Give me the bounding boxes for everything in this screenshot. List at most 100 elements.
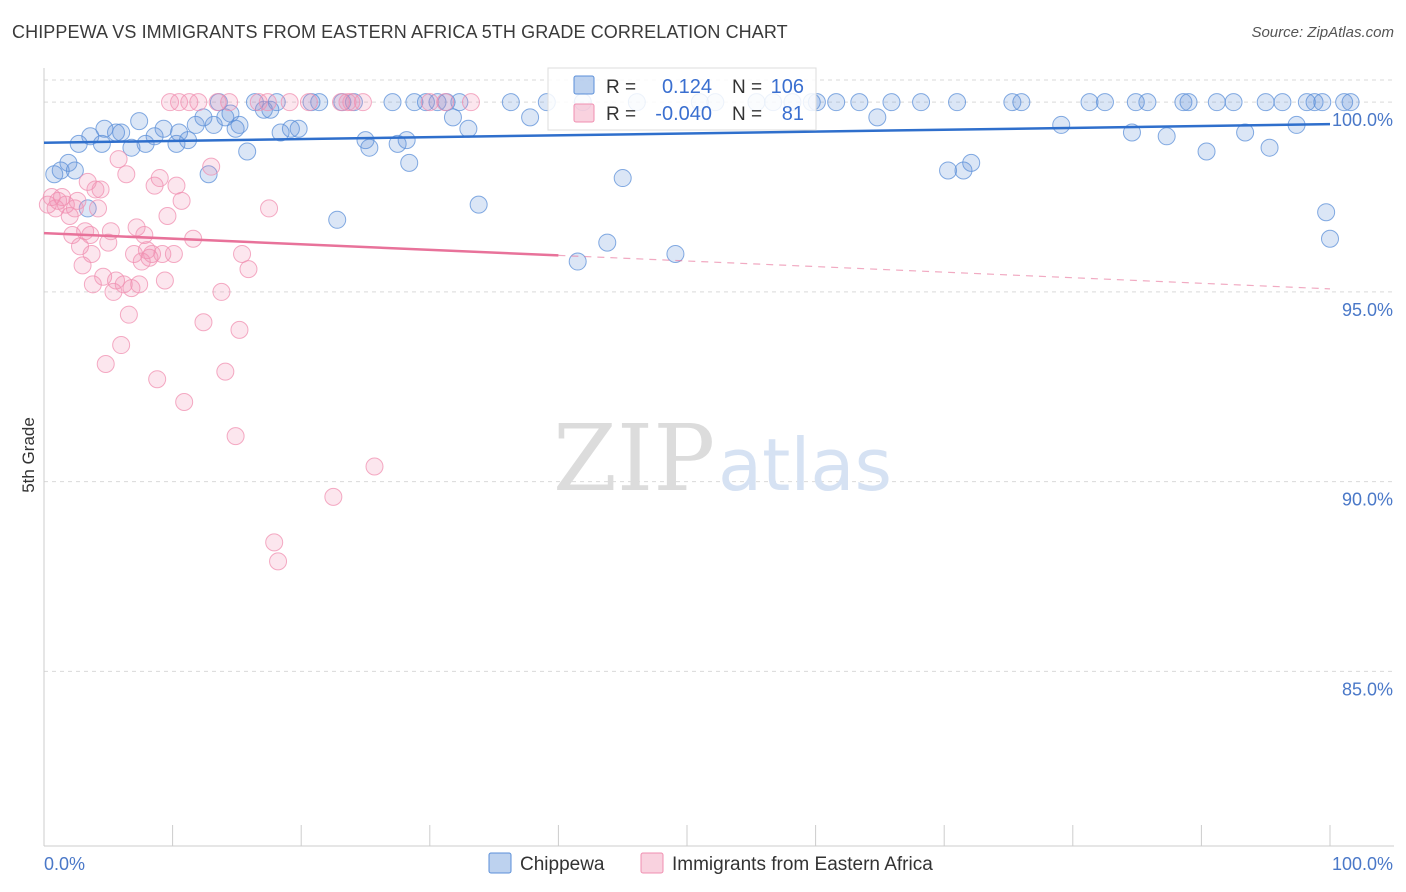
immigrants-point (249, 93, 268, 112)
stats-legend: R = 0.124 N = 106 R = -0.040 N = 81 (547, 67, 817, 131)
immigrants-swatch-top (573, 103, 595, 123)
immigrants-point (91, 180, 110, 199)
immigrants-point (338, 93, 357, 112)
chippewa-point (1305, 93, 1324, 112)
chippewa-point (245, 93, 264, 112)
chippewa-n-label: N = (732, 77, 762, 98)
chippewa-point (1197, 142, 1216, 161)
immigrants-point (161, 93, 180, 112)
chippewa-point (459, 119, 478, 138)
chippewa-point (850, 93, 869, 112)
chippewa-point (310, 93, 329, 112)
legend-swatch-immigrants (640, 852, 664, 874)
chippewa-point (92, 134, 111, 153)
immigrants-point (99, 233, 118, 252)
chippewa-point (1052, 115, 1071, 134)
chippewa-n-value: 106 (771, 76, 804, 98)
chippewa-point (1313, 93, 1332, 112)
chippewa-point (230, 115, 249, 134)
chippewa-point (598, 233, 617, 252)
chippewa-point (1138, 93, 1157, 112)
immigrants-point (46, 199, 65, 218)
chippewa-point (130, 112, 149, 131)
source-label: Source: ZipAtlas.com (1251, 24, 1394, 41)
chippewa-point (868, 108, 887, 127)
data-points (38, 93, 1360, 571)
immigrants-point (170, 93, 189, 112)
chippewa-point (328, 210, 347, 229)
immigrants-point (365, 457, 384, 476)
watermark: ZIP atlas (553, 405, 892, 512)
immigrants-point (324, 487, 343, 506)
chippewa-point (95, 119, 114, 138)
chippewa-point (78, 199, 97, 218)
immigrants-point (158, 207, 177, 226)
x-tick-label-right: 100.0% (1332, 854, 1393, 874)
chippewa-point (65, 161, 84, 180)
chippewa-point (827, 93, 846, 112)
immigrants-point (299, 93, 318, 112)
immigrants-point (233, 244, 252, 263)
chippewa-r-label: R = (606, 77, 636, 98)
immigrants-r-label: R = (606, 104, 636, 125)
chippewa-r-value: 0.124 (662, 76, 712, 98)
immigrants-point (269, 552, 288, 571)
immigrants-point (436, 93, 455, 112)
y-tick-label: 90.0% (1342, 490, 1393, 510)
y-tick-label: 95.0% (1342, 300, 1393, 320)
chippewa-point (882, 93, 901, 112)
chippewa-point (281, 119, 300, 138)
stats-legend-box (547, 67, 817, 131)
chippewa-point (400, 153, 419, 172)
chippewa-point (1321, 229, 1339, 248)
immigrants-point (68, 191, 87, 210)
chippewa-point (122, 138, 141, 157)
chippewa-point (397, 131, 416, 150)
x-tick-label-left: 0.0% (44, 854, 85, 874)
immigrants-point (112, 336, 131, 355)
immigrants-point (164, 244, 183, 263)
chippewa-point (1260, 138, 1279, 157)
immigrants-point (130, 275, 149, 294)
chippewa-point (1317, 203, 1336, 222)
immigrants-point (83, 275, 102, 294)
chippewa-point (443, 108, 462, 127)
chippewa-point (1341, 93, 1360, 112)
immigrants-point (56, 195, 75, 214)
chippewa-point (1157, 127, 1176, 146)
chippewa-swatch-top (573, 75, 595, 95)
chippewa-trend-line (43, 122, 1331, 145)
chippewa-point (501, 93, 520, 112)
chippewa-point (1236, 123, 1255, 142)
y-axis-label: 5th Grade (19, 417, 38, 493)
immigrants-point (150, 169, 169, 188)
immigrants-point (212, 282, 231, 301)
chippewa-point (1297, 93, 1316, 112)
chippewa-point (1224, 93, 1243, 112)
chippewa-point (962, 153, 981, 172)
chippewa-point (388, 134, 407, 153)
immigrants-point (89, 199, 108, 218)
chippewa-point (383, 93, 402, 112)
immigrants-point (216, 362, 235, 381)
chippewa-point (289, 119, 308, 138)
watermark-atlas: atlas (718, 423, 892, 507)
chippewa-point (1179, 93, 1198, 112)
immigrants-point (119, 305, 138, 324)
immigrants-point (172, 191, 191, 210)
chippewa-point (271, 123, 290, 142)
immigrants-point (135, 225, 154, 244)
immigrants-trend-line-extension (558, 254, 1331, 290)
chippewa-point (666, 244, 685, 263)
chippewa-point (948, 93, 967, 112)
immigrants-point (332, 93, 351, 112)
y-tick-label: 85.0% (1342, 679, 1393, 699)
immigrants-n-value: 81 (782, 103, 804, 125)
immigrants-point (226, 427, 245, 446)
chippewa-point (51, 161, 70, 180)
immigrants-point (280, 93, 299, 112)
chippewa-point (1003, 93, 1022, 112)
immigrants-point (461, 93, 480, 112)
chippewa-point (1095, 93, 1114, 112)
